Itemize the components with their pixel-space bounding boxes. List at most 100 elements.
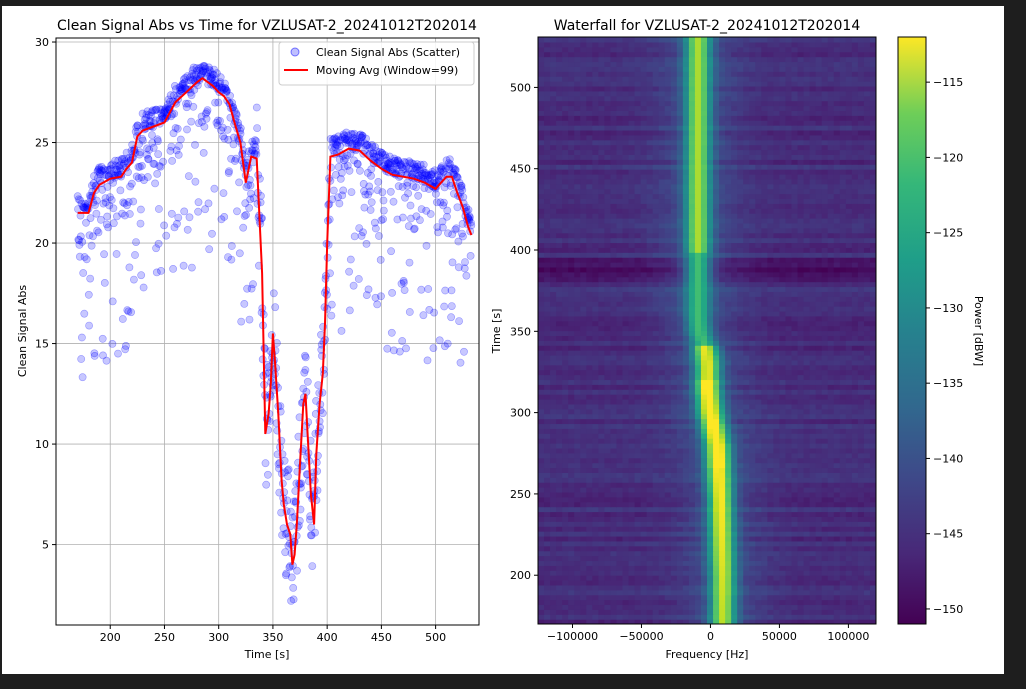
scatter-point bbox=[239, 223, 248, 232]
scatter-point bbox=[394, 156, 402, 165]
waterfall-cell bbox=[538, 325, 545, 332]
waterfall-cell bbox=[827, 340, 835, 346]
left-chart: Clean Signal Abs vs Time for VZLUSAT-2_2… bbox=[16, 18, 480, 661]
waterfall-cell bbox=[586, 609, 593, 615]
waterfall-cell bbox=[664, 413, 672, 420]
waterfall-cell bbox=[755, 408, 762, 415]
waterfall-cell bbox=[634, 506, 642, 513]
waterfall-cell bbox=[737, 291, 744, 297]
waterfall-cell bbox=[544, 550, 551, 557]
waterfall-cell bbox=[658, 364, 666, 371]
waterfall-cell bbox=[761, 350, 768, 356]
waterfall-cell bbox=[682, 413, 690, 420]
waterfall-cell bbox=[580, 516, 587, 522]
scatter-point bbox=[390, 157, 399, 165]
waterfall-cell bbox=[767, 614, 774, 620]
scatter-point bbox=[334, 132, 343, 141]
waterfall-cell bbox=[713, 394, 720, 400]
waterfall-cell bbox=[707, 296, 714, 302]
waterfall-cell bbox=[803, 467, 811, 473]
waterfall-cell bbox=[839, 472, 847, 478]
waterfall-cell bbox=[640, 565, 648, 571]
waterfall-cell bbox=[797, 565, 805, 571]
waterfall-cell bbox=[773, 516, 781, 522]
waterfall-cell bbox=[833, 310, 841, 317]
waterfall-cell bbox=[676, 398, 684, 405]
waterfall-cell bbox=[664, 350, 672, 356]
waterfall-cell bbox=[682, 467, 690, 473]
waterfall-cell bbox=[544, 462, 551, 469]
waterfall-cell bbox=[719, 320, 726, 327]
waterfall-cell bbox=[791, 472, 799, 478]
scatter-point bbox=[169, 129, 178, 138]
waterfall-cell bbox=[682, 364, 690, 371]
waterfall-cell bbox=[719, 516, 726, 522]
waterfall-cell bbox=[634, 550, 642, 557]
waterfall-cell bbox=[604, 398, 612, 405]
scatter-point bbox=[199, 148, 208, 157]
waterfall-cell bbox=[719, 584, 726, 591]
waterfall-cell bbox=[544, 330, 551, 336]
waterfall-cell bbox=[640, 306, 648, 312]
waterfall-cell bbox=[839, 619, 847, 624]
waterfall-cell bbox=[574, 477, 581, 483]
waterfall-cell bbox=[634, 340, 642, 346]
waterfall-cell bbox=[707, 570, 714, 576]
waterfall-cell bbox=[688, 545, 696, 552]
waterfall-cell bbox=[743, 491, 750, 498]
waterfall-cell bbox=[646, 374, 654, 381]
scatter-point bbox=[103, 183, 112, 191]
waterfall-cell bbox=[580, 570, 587, 576]
scatter-point bbox=[132, 238, 140, 246]
waterfall-cell bbox=[809, 487, 817, 493]
waterfall-cell bbox=[773, 413, 781, 420]
scatter-point bbox=[222, 87, 231, 95]
waterfall-cell bbox=[755, 310, 762, 317]
scatter-point bbox=[159, 108, 168, 117]
waterfall-cell bbox=[785, 306, 793, 312]
scatter-point bbox=[430, 177, 439, 185]
waterfall-cell bbox=[574, 315, 581, 322]
waterfall-cell bbox=[773, 540, 781, 547]
waterfall-cell bbox=[652, 540, 660, 547]
waterfall-cell bbox=[676, 394, 684, 400]
waterfall-cell bbox=[700, 477, 708, 483]
waterfall-cell bbox=[815, 301, 823, 307]
waterfall-cell bbox=[845, 501, 853, 508]
waterfall-cell bbox=[731, 477, 738, 483]
waterfall-cell bbox=[767, 384, 774, 390]
waterfall-cell bbox=[713, 315, 720, 322]
waterfall-cell bbox=[815, 438, 823, 444]
waterfall-cell bbox=[725, 325, 732, 332]
scatter-point bbox=[386, 187, 395, 196]
scatter-point bbox=[80, 253, 89, 261]
left-plot-area bbox=[56, 38, 479, 625]
waterfall-cell bbox=[556, 531, 563, 537]
waterfall-cell bbox=[725, 579, 732, 586]
waterfall-cell bbox=[694, 496, 702, 503]
waterfall-cell bbox=[737, 619, 744, 624]
waterfall-cell bbox=[785, 521, 793, 527]
scatter-point bbox=[203, 68, 212, 77]
waterfall-cell bbox=[827, 296, 835, 302]
waterfall-cell bbox=[809, 511, 817, 517]
waterfall-cell bbox=[676, 467, 684, 473]
scatter-point bbox=[450, 164, 459, 173]
waterfall-cell bbox=[634, 589, 642, 596]
waterfall-cell bbox=[857, 408, 865, 415]
waterfall-cell bbox=[845, 403, 853, 410]
waterfall-cell bbox=[833, 447, 841, 454]
scatter-point bbox=[328, 143, 336, 152]
waterfall-cell bbox=[773, 408, 781, 415]
waterfall-cell bbox=[670, 394, 678, 400]
waterfall-cell bbox=[791, 501, 799, 508]
scatter-point bbox=[78, 237, 87, 246]
waterfall-cell bbox=[827, 526, 835, 532]
waterfall-cell bbox=[851, 579, 859, 586]
waterfall-cell bbox=[646, 472, 654, 478]
scatter-point bbox=[133, 121, 142, 130]
waterfall-cell bbox=[556, 374, 563, 381]
waterfall-cell bbox=[737, 531, 744, 537]
waterfall-cell bbox=[845, 310, 853, 317]
waterfall-cell bbox=[550, 496, 557, 503]
